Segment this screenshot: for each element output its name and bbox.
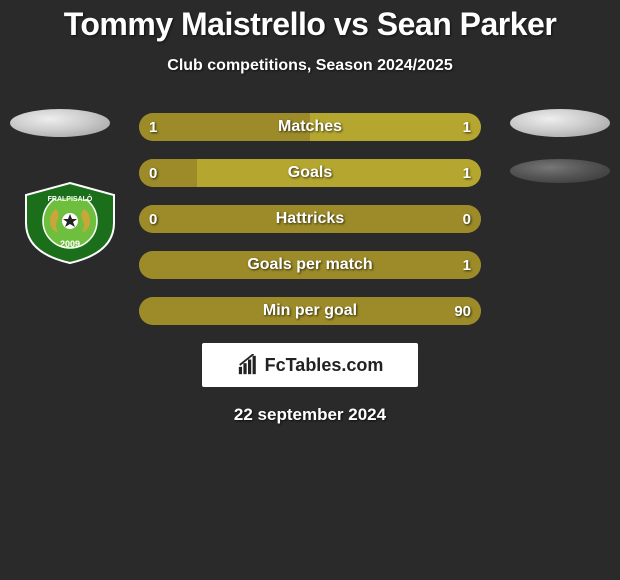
bar-label: Goals bbox=[139, 159, 481, 187]
page-title: Tommy Maistrello vs Sean Parker bbox=[0, 6, 620, 43]
compare-row: Goals per match1 bbox=[139, 251, 481, 279]
player-left-avatar bbox=[10, 109, 110, 137]
club-left-crest: FRALPISALÒ 2009 bbox=[20, 181, 120, 265]
bar-label: Goals per match bbox=[139, 251, 481, 279]
compare-row: Goals0 1 bbox=[139, 159, 481, 187]
chart-icon bbox=[237, 354, 259, 376]
bar-val-right: 0 bbox=[463, 205, 471, 233]
comparison-card: Tommy Maistrello vs Sean Parker Club com… bbox=[0, 0, 620, 425]
compare-row: Min per goal90 bbox=[139, 297, 481, 325]
content-area: FRALPISALÒ 2009 Matches11Goals01Hattrick… bbox=[0, 113, 620, 425]
bar-val-left: 1 bbox=[149, 113, 157, 141]
brand-text: FcTables.com bbox=[265, 355, 384, 376]
bar-val-right: 90 bbox=[454, 297, 471, 325]
player-right-avatar bbox=[510, 109, 610, 137]
bar-label: Hattricks bbox=[139, 205, 481, 233]
bar-val-left: 0 bbox=[149, 159, 157, 187]
bar-label: Min per goal bbox=[139, 297, 481, 325]
footer-date: 22 september 2024 bbox=[0, 405, 620, 425]
bar-val-left: 0 bbox=[149, 205, 157, 233]
brand-badge[interactable]: FcTables.com bbox=[202, 343, 418, 387]
compare-bars: Matches11Goals01Hattricks00Goals per mat… bbox=[139, 113, 481, 325]
bar-val-right: 1 bbox=[463, 113, 471, 141]
bar-val-right: 1 bbox=[463, 159, 471, 187]
compare-row: Hattricks0 0 bbox=[139, 205, 481, 233]
svg-text:FRALPISALÒ: FRALPISALÒ bbox=[48, 194, 93, 203]
svg-text:2009: 2009 bbox=[60, 239, 80, 249]
bar-val-right: 1 bbox=[463, 251, 471, 279]
season-subtitle: Club competitions, Season 2024/2025 bbox=[0, 57, 620, 75]
compare-row: Matches1 1 bbox=[139, 113, 481, 141]
club-right-badge bbox=[510, 159, 610, 183]
bar-label: Matches bbox=[139, 113, 481, 141]
